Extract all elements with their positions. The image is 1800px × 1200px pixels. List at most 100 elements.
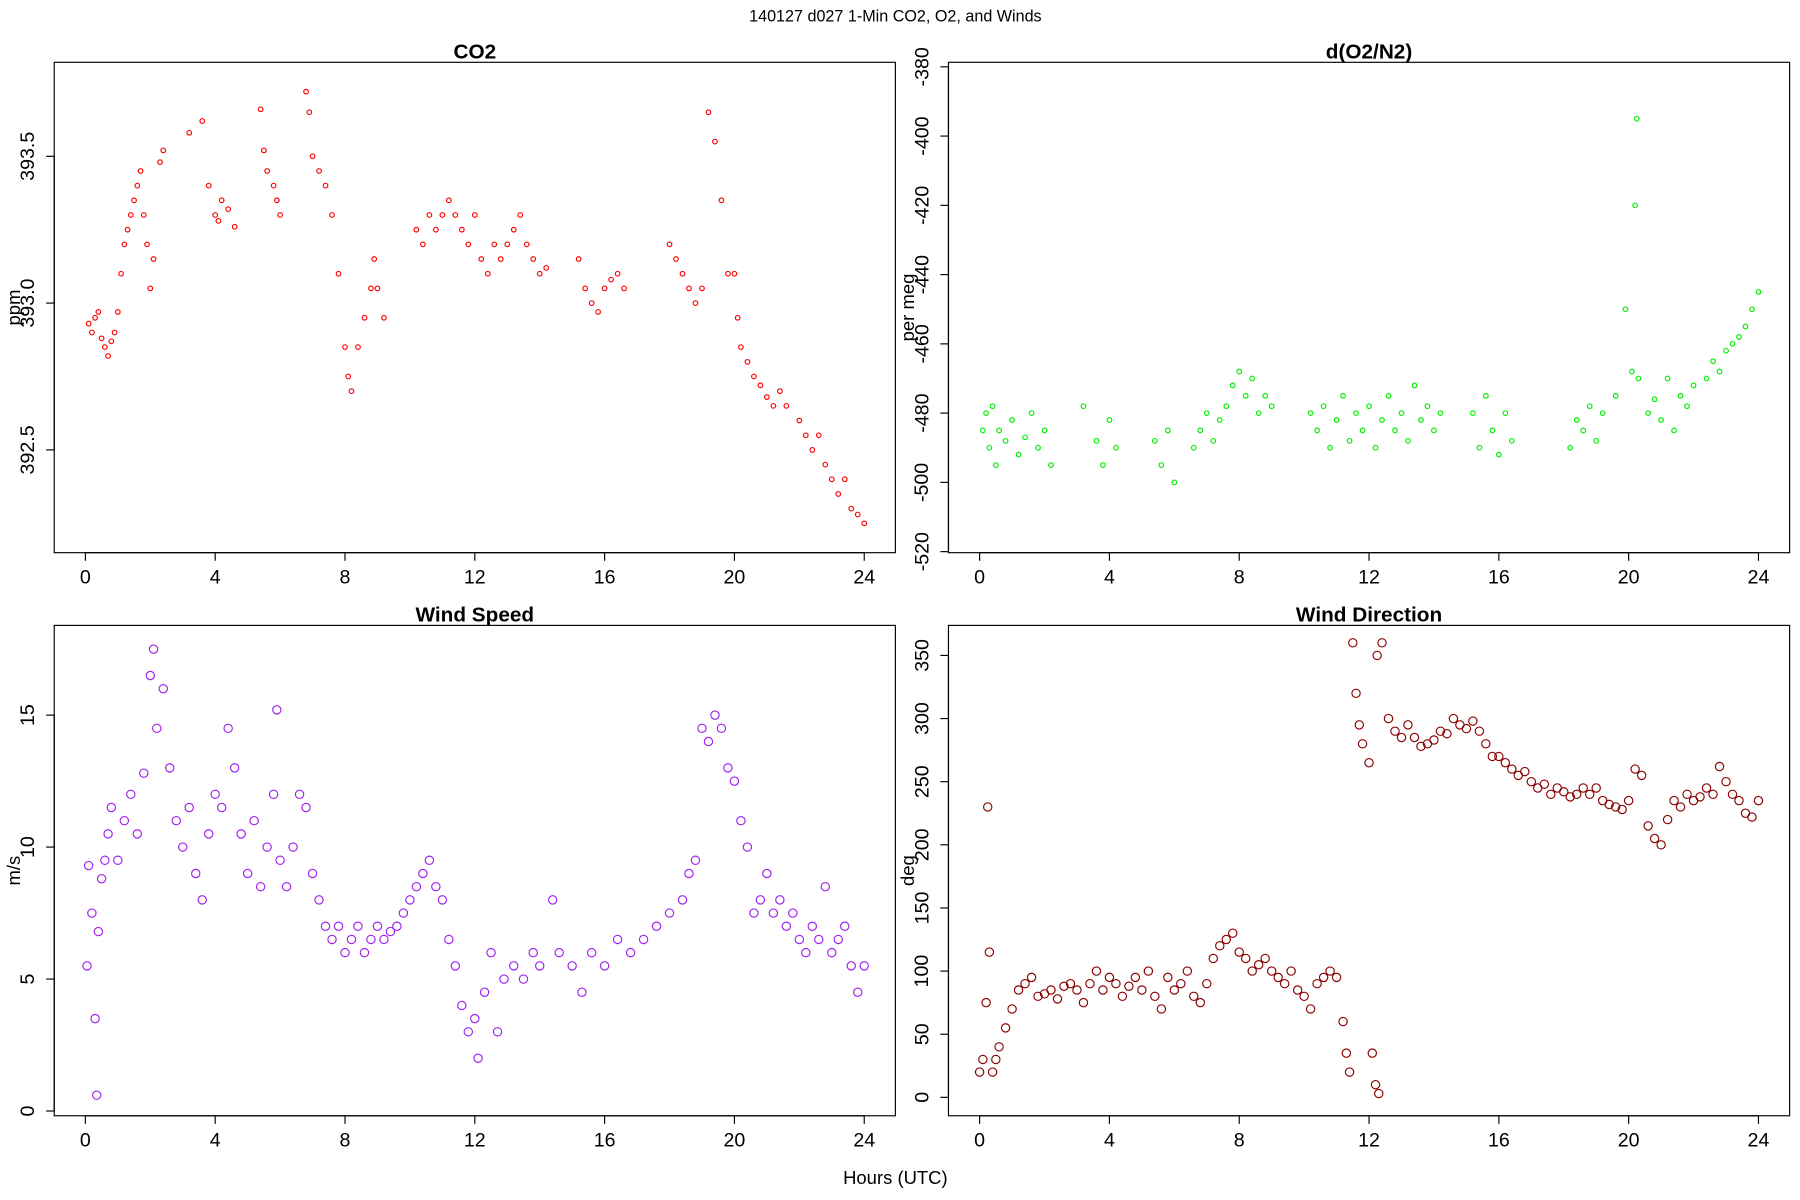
data-point [1431,427,1437,434]
data-point [651,921,662,931]
data-point [1320,403,1327,410]
data-point [854,511,861,518]
plot-frame [947,61,1791,554]
x-tick-label: 4 [210,566,221,588]
data-point [1599,410,1606,417]
data-point [1338,1016,1348,1027]
data-point [1671,427,1677,434]
data-point [150,256,157,262]
data-point [1221,934,1231,945]
data-point [1366,403,1372,410]
data-point [1495,451,1502,458]
data-point [1482,392,1489,399]
data-point [1494,751,1504,762]
data-point [738,344,744,351]
panel-title: d(O2/N2) [1326,41,1412,64]
data-point [255,881,266,892]
data-point [1189,991,1199,1002]
data-point [822,461,829,468]
data-point [1418,417,1424,423]
data-point [229,763,240,773]
data-point [599,961,610,971]
data-point [1266,966,1277,976]
data-point [1429,735,1439,745]
x-tick-label: 16 [1488,566,1510,588]
data-point [1520,766,1530,777]
data-point [783,402,790,409]
x-tick-label: 20 [724,566,746,588]
data-point [225,206,232,213]
data-point [1359,427,1366,434]
data-point [85,320,92,327]
data-point [768,908,779,918]
data-point [1508,437,1515,444]
data-point [1158,462,1165,468]
data-point [93,926,104,937]
data-point [411,881,422,892]
data-point [1344,1067,1355,1077]
data-point [405,895,415,905]
data-point [814,934,824,945]
data-point [1028,410,1035,417]
y-tick-label: 15 [17,704,39,726]
data-point [991,1054,1001,1065]
data-point [794,934,805,945]
data-point [1354,720,1365,730]
data-point [1604,799,1614,810]
data-point [757,382,764,389]
data-point [1048,462,1054,468]
data-point [1727,789,1738,800]
data-point [1721,776,1731,787]
data-point [88,329,95,336]
data-point [1367,1048,1378,1058]
panel-title: CO2 [453,41,496,64]
data-point [504,241,511,248]
data-point [1411,382,1418,389]
data-point [1273,972,1283,983]
data-point [268,789,279,800]
data-point [1228,928,1238,938]
data-point [625,947,636,958]
y-tick-label: -380 [911,47,933,86]
data-point [1633,115,1640,122]
data-point [729,776,740,786]
x-tick-label: 24 [1748,1129,1770,1151]
data-point [431,881,441,892]
y-tick-label: -420 [911,186,933,225]
data-point [322,182,329,189]
data-point [355,344,361,351]
data-point [465,241,472,248]
data-point [160,147,167,154]
y-axis-label: ppm [3,290,24,326]
data-point [716,723,727,734]
data-point [1559,787,1569,797]
x-tick-label: 12 [464,566,486,588]
data-point [272,705,282,715]
data-point [145,670,156,681]
data-point [90,1013,100,1024]
data-point [1695,792,1705,802]
data-point [1578,783,1588,793]
x-tick-label: 16 [594,566,616,588]
data-point [342,344,348,351]
data-point [734,314,741,321]
data-point [744,358,751,365]
data-point [1307,410,1314,417]
data-point [749,908,759,918]
data-point [523,241,530,248]
data-point [1340,392,1346,399]
data-point [853,987,863,997]
data-point [316,168,322,174]
data-point [1169,985,1180,995]
data-point [1565,792,1575,802]
data-point [1208,953,1219,964]
data-point [742,842,753,852]
data-point [1223,403,1230,410]
data-point [458,226,465,233]
data-point [346,934,357,945]
data-point [673,256,679,262]
data-point [1390,726,1400,736]
data-point [981,997,991,1008]
data-point [1216,417,1223,423]
data-point [1377,638,1387,648]
